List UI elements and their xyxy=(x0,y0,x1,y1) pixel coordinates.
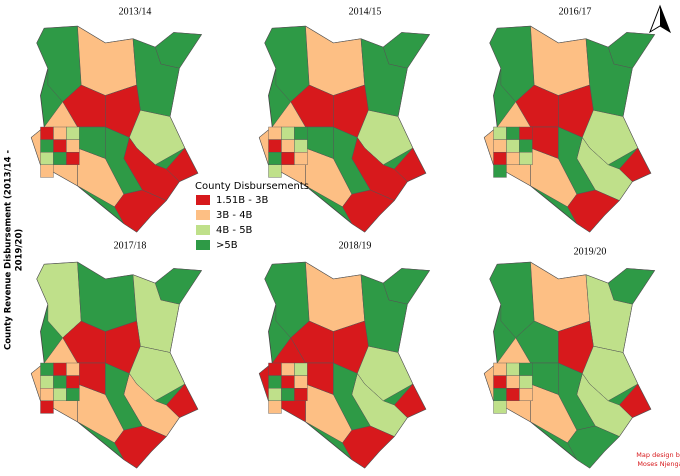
legend-swatch xyxy=(196,195,210,205)
map-panel: 2019/20 xyxy=(483,246,656,469)
county-region xyxy=(281,375,295,389)
county-region xyxy=(493,164,507,178)
county-region xyxy=(506,375,520,389)
county-region xyxy=(53,151,67,165)
panel-title: 2014/15 xyxy=(349,6,382,17)
panel-title: 2016/17 xyxy=(559,6,592,17)
county-region xyxy=(294,362,308,376)
county-region xyxy=(506,362,520,376)
county-region xyxy=(342,189,395,233)
legend-label: 1.51B - 3B xyxy=(216,195,268,206)
county-region xyxy=(114,425,167,469)
county-region xyxy=(493,400,507,414)
legend-swatch xyxy=(196,240,210,250)
county-region xyxy=(519,151,533,165)
legend-swatch xyxy=(196,225,210,235)
y-label: County Revenue Disbursement (2013/14 - 2… xyxy=(4,150,25,350)
legend: County Disbursements 1.51B - 3B 3B - 4B 4B … xyxy=(195,181,309,251)
county-region xyxy=(519,362,533,376)
county-region xyxy=(40,388,54,402)
county-region xyxy=(268,375,282,389)
panel-title: 2013/14 xyxy=(119,6,152,17)
county-region xyxy=(53,139,67,153)
county-region xyxy=(493,151,507,165)
county-region xyxy=(519,139,533,153)
county-region xyxy=(493,139,507,153)
county-region xyxy=(268,126,282,140)
county-region xyxy=(281,388,295,402)
county-region xyxy=(281,362,295,376)
panel-title: 2017/18 xyxy=(114,240,147,251)
county-region xyxy=(493,388,507,402)
county-region xyxy=(66,362,80,376)
county-region xyxy=(40,375,54,389)
county-region xyxy=(40,151,54,165)
credit: Moses Njenga xyxy=(637,460,680,468)
county-region xyxy=(268,362,282,376)
county-region xyxy=(281,139,295,153)
map-panel: 2014/15 xyxy=(258,6,431,233)
county-region xyxy=(294,375,308,389)
county-region xyxy=(294,126,308,140)
y-label-line: 2019/20) xyxy=(15,229,25,272)
legend-label: 4B - 5B xyxy=(216,225,253,236)
county-region xyxy=(40,400,54,414)
county-region xyxy=(294,388,308,402)
map-panel: 2017/18 xyxy=(30,240,203,469)
north-arrow xyxy=(649,4,671,34)
county-region xyxy=(66,375,80,389)
county-region xyxy=(493,375,507,389)
county-region xyxy=(294,139,308,153)
county-region xyxy=(40,139,54,153)
y-label-line: County Revenue Disbursement (2013/14 - xyxy=(4,150,14,350)
map-panel: 2016/17 xyxy=(483,6,656,233)
county-region xyxy=(268,151,282,165)
county-region xyxy=(40,362,54,376)
county-region xyxy=(342,425,395,469)
county-region xyxy=(66,139,80,153)
county-region xyxy=(506,388,520,402)
county-region xyxy=(268,400,282,414)
county-region xyxy=(40,126,54,140)
county-region xyxy=(493,362,507,376)
county-region xyxy=(567,189,620,233)
county-region xyxy=(567,425,620,469)
county-region xyxy=(281,126,295,140)
legend-swatch xyxy=(196,210,210,220)
map-panel: 2018/19 xyxy=(258,240,431,469)
county-region xyxy=(66,151,80,165)
county-region xyxy=(66,126,80,140)
county-region xyxy=(268,388,282,402)
panel-title: 2019/20 xyxy=(574,246,607,257)
county-region xyxy=(53,126,67,140)
map-panel: 2013/14 xyxy=(30,6,203,233)
county-region xyxy=(506,151,520,165)
county-region xyxy=(53,375,67,389)
legend-label: 3B - 4B xyxy=(216,210,253,221)
county-region xyxy=(268,139,282,153)
legend-label: >5B xyxy=(216,240,238,251)
county-region xyxy=(493,126,507,140)
panel-title: 2018/19 xyxy=(339,240,372,251)
county-region xyxy=(66,388,80,402)
credit: Map design by xyxy=(636,451,680,459)
county-region xyxy=(519,375,533,389)
county-region xyxy=(53,362,67,376)
county-region xyxy=(114,189,167,233)
county-region xyxy=(53,388,67,402)
county-region xyxy=(40,164,54,178)
county-region xyxy=(268,164,282,178)
county-region xyxy=(519,126,533,140)
county-region xyxy=(506,126,520,140)
county-region xyxy=(506,139,520,153)
legend-title: County Disbursements xyxy=(195,181,309,192)
county-region xyxy=(519,388,533,402)
county-region xyxy=(281,151,295,165)
county-region xyxy=(294,151,308,165)
